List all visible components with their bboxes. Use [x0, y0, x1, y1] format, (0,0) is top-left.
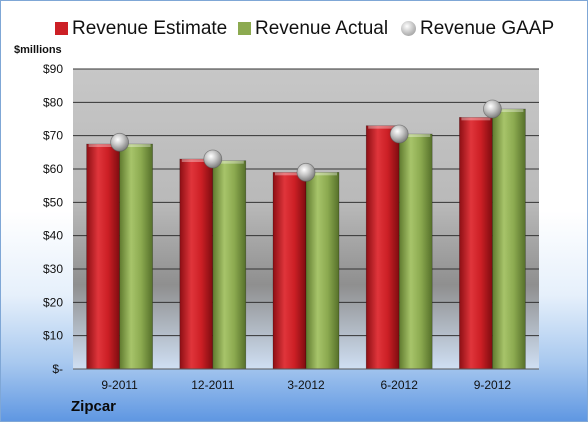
x-axis-ticks: 9-2011 12-2011 3-2012 6-2012 9-2012 — [101, 378, 511, 392]
x-tick-label: 9-2011 — [101, 378, 138, 392]
bars — [86, 108, 526, 370]
bar-estimate — [179, 158, 214, 370]
x-tick-label: 12-2011 — [191, 378, 234, 392]
gaap-marker — [482, 99, 502, 119]
legend-label-estimate: Revenue Estimate — [72, 18, 228, 39]
legend-swatch-actual — [238, 22, 251, 35]
bar-actual-highlight — [121, 144, 151, 147]
gaap-marker — [389, 124, 409, 144]
legend-label-actual: Revenue Actual — [255, 18, 389, 39]
bar-actual — [492, 108, 526, 370]
gaap-marker — [110, 132, 129, 152]
y-tick-label: $70 — [43, 129, 63, 143]
gaap-markers — [110, 99, 502, 182]
bar-actual — [305, 172, 340, 370]
bar-estimate — [86, 143, 120, 370]
bar-actual — [119, 143, 153, 370]
bar-estimate — [272, 172, 307, 370]
y-axis-unit-label: $millions — [14, 44, 62, 56]
y-tick-label: $40 — [43, 229, 63, 243]
bar-actual-highlight — [401, 134, 431, 137]
bar-actual — [212, 160, 247, 370]
y-axis-ticks: $- $10 $20 $30 $40 $50 $60 $70 $80 $90 — [43, 62, 63, 376]
y-tick-label: $- — [52, 362, 63, 376]
y-tick-label: $20 — [43, 295, 63, 309]
gaap-marker — [296, 162, 316, 182]
gaap-marker — [203, 149, 223, 169]
bar-actual-highlight — [214, 160, 244, 164]
bar-estimate — [365, 125, 400, 370]
y-tick-label: $50 — [43, 195, 63, 209]
legend-swatch-estimate — [55, 22, 68, 35]
legend-label-gaap: Revenue GAAP — [420, 18, 555, 39]
x-tick-label: 3-2012 — [287, 378, 325, 392]
y-tick-label: $80 — [43, 95, 63, 109]
bar-actual — [398, 133, 433, 370]
bar-estimate-highlight — [461, 117, 491, 121]
x-tick-label: 6-2012 — [381, 378, 419, 392]
y-tick-label: $10 — [43, 329, 63, 343]
bar-estimate-highlight — [368, 125, 398, 129]
y-tick-label: $30 — [43, 262, 63, 276]
y-tick-label: $60 — [43, 162, 63, 176]
bar-estimate-highlight — [181, 159, 211, 162]
bar-actual-highlight — [308, 172, 337, 176]
x-tick-label: 9-2012 — [474, 378, 512, 392]
bar-estimate-highlight — [275, 172, 304, 176]
bar-estimate-highlight — [88, 144, 118, 147]
legend-swatch-gaap — [401, 21, 416, 36]
company-label: Zipcar — [71, 398, 117, 415]
bar-estimate — [459, 117, 493, 370]
y-tick-label: $90 — [43, 62, 63, 76]
bar-actual-highlight — [494, 109, 524, 112]
legend: Revenue Estimate Revenue Actual Revenue … — [1, 15, 587, 43]
